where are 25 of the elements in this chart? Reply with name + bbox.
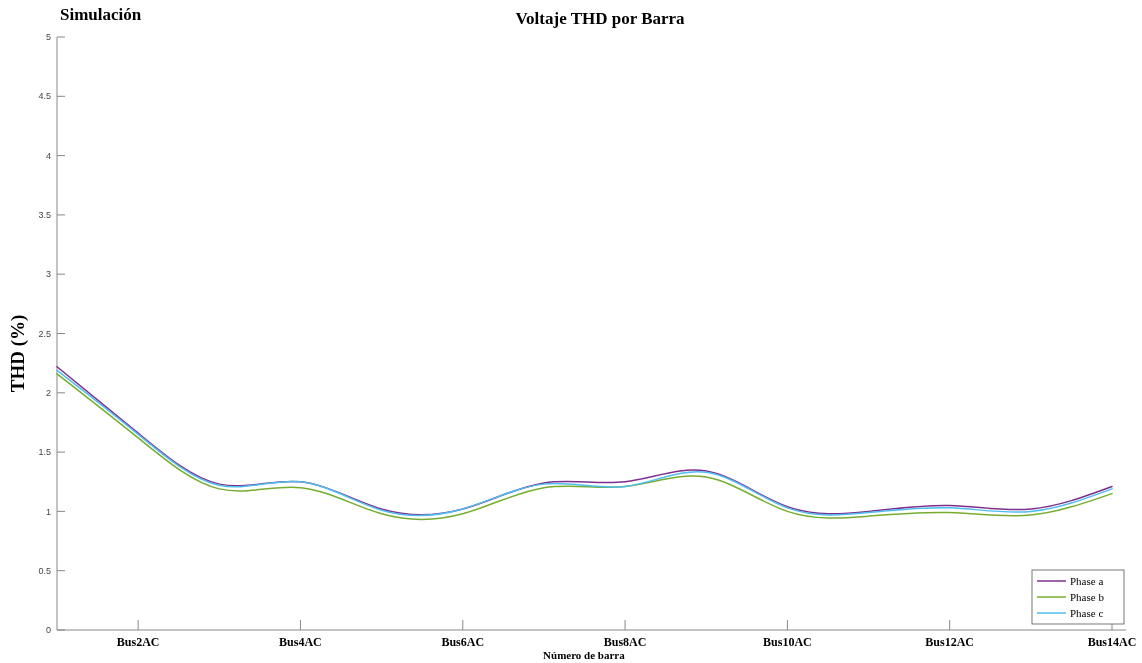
y-tick-label: 5 bbox=[45, 32, 51, 43]
y-tick-label: 2 bbox=[45, 387, 51, 398]
x-tick-label: Bus14AC bbox=[1087, 635, 1137, 649]
x-tick-label: Bus12AC bbox=[925, 635, 975, 649]
x-tick-label: Bus2AC bbox=[116, 635, 160, 649]
legend-label: Phase a bbox=[1070, 574, 1104, 587]
y-tick-label: 4 bbox=[45, 150, 51, 161]
x-tick-label: Bus4AC bbox=[279, 635, 322, 649]
legend-label: Phase b bbox=[1070, 590, 1105, 603]
x-tick-label: Bus8AC bbox=[603, 635, 647, 649]
x-tick-label: Bus10AC bbox=[763, 635, 812, 649]
y-tick-label: 1 bbox=[45, 506, 51, 517]
y-tick-label: 4.5 bbox=[38, 91, 51, 102]
y-tick-label: 3.5 bbox=[38, 210, 51, 221]
x-tick-label: Bus6AC bbox=[441, 635, 485, 649]
y-axis-title: THD (%) bbox=[7, 314, 29, 393]
legend-label: Phase c bbox=[1070, 606, 1104, 619]
y-tick-label: 1.5 bbox=[38, 447, 51, 458]
y-tick-label: 0.5 bbox=[38, 565, 51, 576]
text: Simulación bbox=[60, 5, 142, 24]
y-tick-label: 0 bbox=[45, 625, 51, 636]
x-axis-title: Número de barra bbox=[543, 649, 626, 661]
chart-title: Voltaje THD por Barra bbox=[515, 9, 686, 28]
y-tick-label: 2.5 bbox=[38, 328, 51, 339]
y-tick-label: 3 bbox=[45, 269, 51, 280]
